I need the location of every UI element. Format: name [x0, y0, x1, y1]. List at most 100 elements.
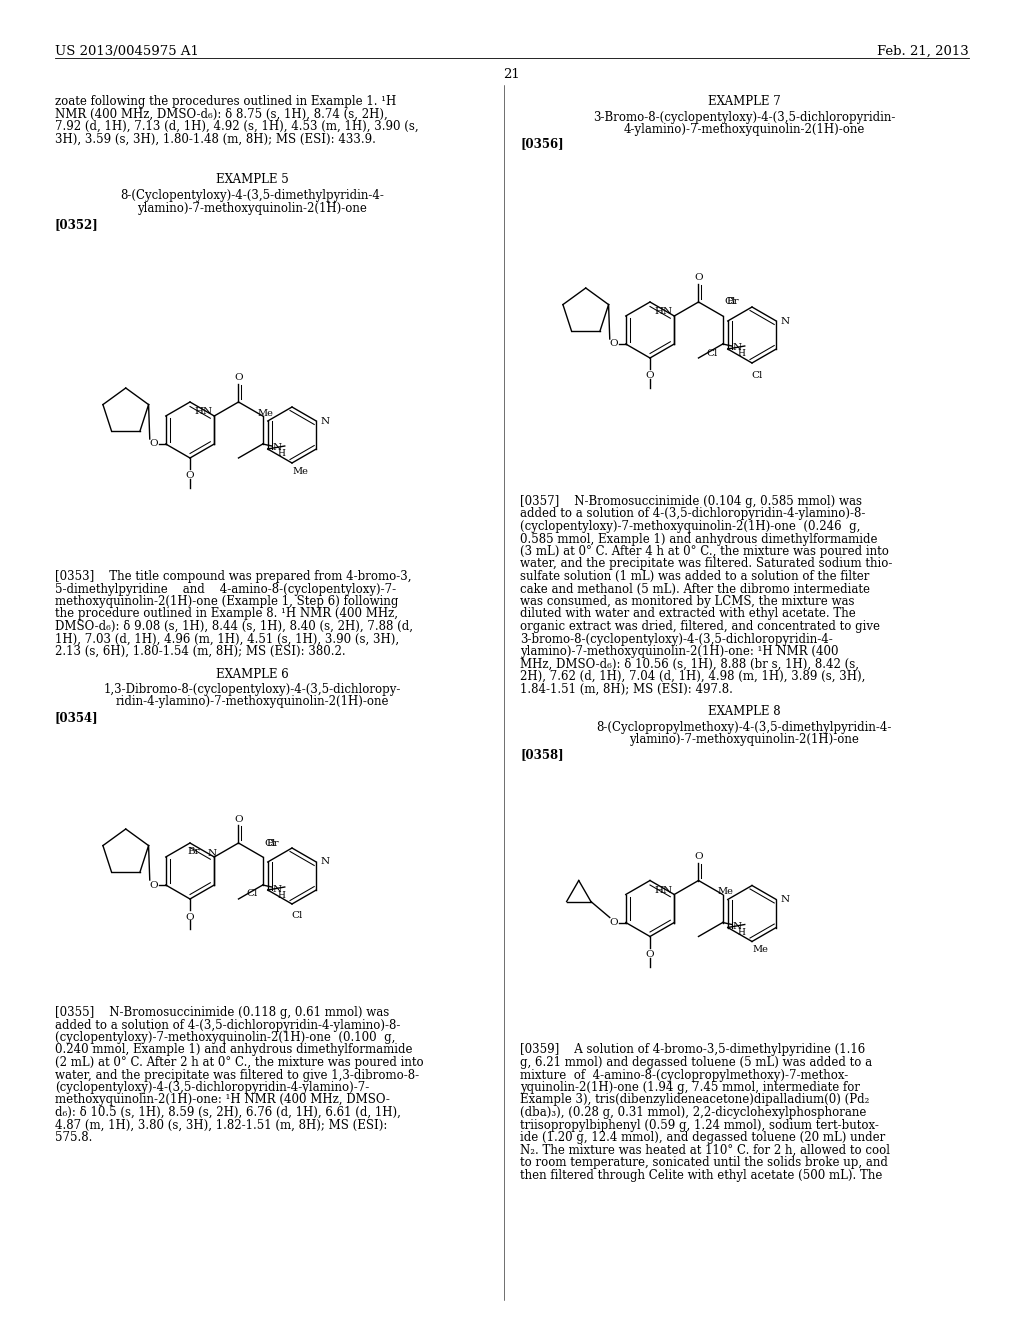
Text: N: N: [272, 884, 282, 894]
Text: sulfate solution (1 mL) was added to a solution of the filter: sulfate solution (1 mL) was added to a s…: [520, 570, 869, 583]
Text: diluted with water and extracted with ethyl acetate. The: diluted with water and extracted with et…: [520, 607, 856, 620]
Text: Br: Br: [727, 297, 739, 306]
Text: Cl: Cl: [291, 912, 303, 920]
Text: ylamino)-7-methoxyquinolin-2(1H)-one: ylamino)-7-methoxyquinolin-2(1H)-one: [629, 733, 859, 746]
Text: added to a solution of 4-(3,5-dichloropyridin-4-ylamino)-8-: added to a solution of 4-(3,5-dichloropy…: [55, 1019, 400, 1031]
Text: Cl: Cl: [265, 838, 276, 847]
Text: ylamino)-7-methoxyquinolin-2(1H)-one: ¹H NMR (400: ylamino)-7-methoxyquinolin-2(1H)-one: ¹H…: [520, 645, 839, 657]
Text: O: O: [646, 950, 654, 960]
Text: (3 mL) at 0° C. After 4 h at 0° C., the mixture was poured into: (3 mL) at 0° C. After 4 h at 0° C., the …: [520, 545, 889, 558]
Text: 8-(Cyclopropylmethoxy)-4-(3,5-dimethylpyridin-4-: 8-(Cyclopropylmethoxy)-4-(3,5-dimethylpy…: [596, 721, 892, 734]
Text: 1,3-Dibromo-8-(cyclopentyloxy)-4-(3,5-dichloropy-: 1,3-Dibromo-8-(cyclopentyloxy)-4-(3,5-di…: [103, 682, 400, 696]
Text: O: O: [646, 371, 654, 380]
Text: H: H: [738, 350, 745, 359]
Text: US 2013/0045975 A1: US 2013/0045975 A1: [55, 45, 199, 58]
Text: d₆): δ 10.5 (s, 1H), 8.59 (s, 2H), 6.76 (d, 1H), 6.61 (d, 1H),: d₆): δ 10.5 (s, 1H), 8.59 (s, 2H), 6.76 …: [55, 1106, 400, 1119]
Text: water, and the precipitate was filtered to give 1,3-dibromo-8-: water, and the precipitate was filtered …: [55, 1068, 419, 1081]
Text: Cl: Cl: [707, 348, 718, 358]
Text: O: O: [150, 880, 158, 890]
Text: water, and the precipitate was filtered. Saturated sodium thio-: water, and the precipitate was filtered.…: [520, 557, 892, 570]
Text: O: O: [234, 374, 243, 383]
Text: DMSO-d₆): δ 9.08 (s, 1H), 8.44 (s, 1H), 8.40 (s, 2H), 7.88 (d,: DMSO-d₆): δ 9.08 (s, 1H), 8.44 (s, 1H), …: [55, 620, 413, 634]
Text: [0353]    The title compound was prepared from 4-bromo-3,: [0353] The title compound was prepared f…: [55, 570, 412, 583]
Text: 8-(Cyclopentyloxy)-4-(3,5-dimethylpyridin-4-: 8-(Cyclopentyloxy)-4-(3,5-dimethylpyridi…: [120, 190, 384, 202]
Text: zoate following the procedures outlined in Example 1. ¹H: zoate following the procedures outlined …: [55, 95, 396, 108]
Text: (dba)₃), (0.28 g, 0.31 mmol), 2,2-dicyclohexylphosphorane: (dba)₃), (0.28 g, 0.31 mmol), 2,2-dicycl…: [520, 1106, 866, 1119]
Text: N: N: [732, 921, 741, 931]
Text: [0357]    N-Bromosuccinimide (0.104 g, 0.585 mmol) was: [0357] N-Bromosuccinimide (0.104 g, 0.58…: [520, 495, 862, 508]
Text: Cl: Cl: [725, 297, 736, 306]
Text: 1H), 7.03 (d, 1H), 4.96 (m, 1H), 4.51 (s, 1H), 3.90 (s, 3H),: 1H), 7.03 (d, 1H), 4.96 (m, 1H), 4.51 (s…: [55, 632, 399, 645]
Text: N₂. The mixture was heated at 110° C. for 2 h, allowed to cool: N₂. The mixture was heated at 110° C. fo…: [520, 1143, 890, 1156]
Text: Me: Me: [718, 887, 733, 896]
Text: (cyclopentyloxy)-7-methoxyquinolin-2(1H)-one  (0.100  g,: (cyclopentyloxy)-7-methoxyquinolin-2(1H)…: [55, 1031, 395, 1044]
Text: Example 3), tris(dibenzylideneacetone)dipalladium(0) (Pd₂: Example 3), tris(dibenzylideneacetone)di…: [520, 1093, 869, 1106]
Text: 1.84-1.51 (m, 8H); MS (ESI): 497.8.: 1.84-1.51 (m, 8H); MS (ESI): 497.8.: [520, 682, 733, 696]
Text: 3-bromo-8-(cyclopentyloxy)-4-(3,5-dichloropyridin-4-: 3-bromo-8-(cyclopentyloxy)-4-(3,5-dichlo…: [520, 632, 833, 645]
Text: added to a solution of 4-(3,5-dichloropyridin-4-ylamino)-8-: added to a solution of 4-(3,5-dichloropy…: [520, 507, 865, 520]
Text: (cyclopentyloxy)-4-(3,5-dichloropyridin-4-ylamino)-7-: (cyclopentyloxy)-4-(3,5-dichloropyridin-…: [55, 1081, 370, 1094]
Text: (2 mL) at 0° C. After 2 h at 0° C., the mixture was poured into: (2 mL) at 0° C. After 2 h at 0° C., the …: [55, 1056, 424, 1069]
Text: NMR (400 MHz, DMSO-d₆): δ 8.75 (s, 1H), 8.74 (s, 2H),: NMR (400 MHz, DMSO-d₆): δ 8.75 (s, 1H), …: [55, 107, 388, 120]
Text: yquinolin-2(1H)-one (1.94 g, 7.45 mmol, intermediate for: yquinolin-2(1H)-one (1.94 g, 7.45 mmol, …: [520, 1081, 860, 1094]
Text: then filtered through Celite with ethyl acetate (500 mL). The: then filtered through Celite with ethyl …: [520, 1168, 883, 1181]
Text: ridin-4-ylamino)-7-methoxyquinolin-2(1H)-one: ridin-4-ylamino)-7-methoxyquinolin-2(1H)…: [116, 696, 389, 709]
Text: EXAMPLE 7: EXAMPLE 7: [708, 95, 780, 108]
Text: was consumed, as monitored by LCMS, the mixture was: was consumed, as monitored by LCMS, the …: [520, 595, 854, 609]
Text: N: N: [780, 895, 790, 904]
Text: the procedure outlined in Example 8. ¹H NMR (400 MHz,: the procedure outlined in Example 8. ¹H …: [55, 607, 398, 620]
Text: HN: HN: [195, 408, 212, 417]
Text: cake and methanol (5 mL). After the dibromo intermediate: cake and methanol (5 mL). After the dibr…: [520, 582, 870, 595]
Text: Feb. 21, 2013: Feb. 21, 2013: [878, 45, 969, 58]
Text: [0354]: [0354]: [55, 711, 98, 723]
Text: O: O: [150, 440, 158, 449]
Text: N: N: [272, 444, 282, 453]
Text: triisopropylbiphenyl (0.59 g, 1.24 mmol), sodium tert-butox-: triisopropylbiphenyl (0.59 g, 1.24 mmol)…: [520, 1118, 879, 1131]
Text: Br: Br: [266, 838, 280, 847]
Text: Me: Me: [292, 466, 308, 475]
Text: ide (1.20 g, 12.4 mmol), and degassed toluene (20 mL) under: ide (1.20 g, 12.4 mmol), and degassed to…: [520, 1131, 886, 1144]
Text: 4.87 (m, 1H), 3.80 (s, 3H), 1.82-1.51 (m, 8H); MS (ESI):: 4.87 (m, 1H), 3.80 (s, 3H), 1.82-1.51 (m…: [55, 1118, 387, 1131]
Text: (cyclopentyloxy)-7-methoxyquinolin-2(1H)-one  (0.246  g,: (cyclopentyloxy)-7-methoxyquinolin-2(1H)…: [520, 520, 860, 533]
Text: N: N: [780, 317, 790, 326]
Text: [0352]: [0352]: [55, 219, 98, 231]
Text: [0356]: [0356]: [520, 137, 563, 150]
Text: O: O: [694, 273, 702, 282]
Text: [0359]    A solution of 4-bromo-3,5-dimethylpyridine (1.16: [0359] A solution of 4-bromo-3,5-dimethy…: [520, 1044, 865, 1056]
Text: 3-Bromo-8-(cyclopentyloxy)-4-(3,5-dichloropyridin-: 3-Bromo-8-(cyclopentyloxy)-4-(3,5-dichlo…: [593, 111, 895, 124]
Text: EXAMPLE 6: EXAMPLE 6: [216, 668, 289, 681]
Text: 5-dimethylpyridine    and    4-amino-8-(cyclopentyloxy)-7-: 5-dimethylpyridine and 4-amino-8-(cyclop…: [55, 582, 396, 595]
Text: mixture  of  4-amino-8-(cyclopropylmethoxy)-7-methox-: mixture of 4-amino-8-(cyclopropylmethoxy…: [520, 1068, 848, 1081]
Text: O: O: [609, 917, 618, 927]
Text: Br: Br: [187, 846, 201, 855]
Text: HN: HN: [654, 886, 672, 895]
Text: O: O: [609, 339, 618, 348]
Text: MHz, DMSO-d₆): δ 10.56 (s, 1H), 8.88 (br s, 1H), 8.42 (s,: MHz, DMSO-d₆): δ 10.56 (s, 1H), 8.88 (br…: [520, 657, 859, 671]
Text: to room temperature, sonicated until the solids broke up, and: to room temperature, sonicated until the…: [520, 1156, 888, 1170]
Text: EXAMPLE 5: EXAMPLE 5: [216, 173, 289, 186]
Text: 0.585 mmol, Example 1) and anhydrous dimethylformamide: 0.585 mmol, Example 1) and anhydrous dim…: [520, 532, 878, 545]
Text: H: H: [278, 450, 286, 458]
Text: 3H), 3.59 (s, 3H), 1.80-1.48 (m, 8H); MS (ESI): 433.9.: 3H), 3.59 (s, 3H), 1.80-1.48 (m, 8H); MS…: [55, 132, 376, 145]
Text: N: N: [208, 849, 217, 858]
Text: 2H), 7.62 (d, 1H), 7.04 (d, 1H), 4.98 (m, 1H), 3.89 (s, 3H),: 2H), 7.62 (d, 1H), 7.04 (d, 1H), 4.98 (m…: [520, 671, 865, 682]
Text: organic extract was dried, filtered, and concentrated to give: organic extract was dried, filtered, and…: [520, 620, 880, 634]
Text: methoxyquinolin-2(1H)-one: ¹H NMR (400 MHz, DMSO-: methoxyquinolin-2(1H)-one: ¹H NMR (400 M…: [55, 1093, 390, 1106]
Text: O: O: [185, 471, 195, 480]
Text: H: H: [278, 891, 286, 899]
Text: N: N: [321, 417, 330, 425]
Text: 2.13 (s, 6H), 1.80-1.54 (m, 8H); MS (ESI): 380.2.: 2.13 (s, 6H), 1.80-1.54 (m, 8H); MS (ESI…: [55, 645, 346, 657]
Text: 21: 21: [504, 69, 520, 81]
Text: Cl: Cl: [247, 890, 258, 899]
Text: O: O: [694, 851, 702, 861]
Text: EXAMPLE 8: EXAMPLE 8: [708, 705, 780, 718]
Text: [0358]: [0358]: [520, 748, 563, 762]
Text: O: O: [234, 814, 243, 824]
Text: H: H: [738, 928, 745, 937]
Text: Me: Me: [258, 408, 273, 417]
Text: Cl: Cl: [752, 371, 763, 380]
Text: [0355]    N-Bromosuccinimide (0.118 g, 0.61 mmol) was: [0355] N-Bromosuccinimide (0.118 g, 0.61…: [55, 1006, 389, 1019]
Text: 575.8.: 575.8.: [55, 1131, 92, 1144]
Text: N: N: [732, 343, 741, 352]
Text: N: N: [321, 858, 330, 866]
